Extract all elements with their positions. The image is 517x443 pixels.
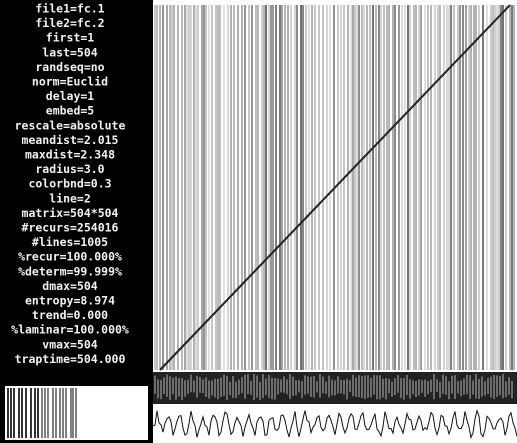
parameter-line: norm=Euclid <box>32 75 108 89</box>
parameter-line: rescale=absolute <box>15 118 126 132</box>
parameter-line: colorbnd=0.3 <box>28 177 111 191</box>
parameter-line: entropy=8.974 <box>25 294 115 308</box>
parameter-line: dmax=504 <box>42 279 97 293</box>
parameter-line: file2=fc.2 <box>35 16 104 30</box>
parameter-line: file1=fc.1 <box>35 2 104 16</box>
parameter-line: first=1 <box>46 31 95 45</box>
rqa-screen: file1=fc.1file2=fc.2first=1last=504rands… <box>0 0 517 443</box>
parameter-line: maxdist=2.348 <box>25 148 115 162</box>
parameter-line: #lines=1005 <box>32 235 108 249</box>
parameter-line: trend=0.000 <box>32 308 108 322</box>
parameter-line: randseq=no <box>35 60 104 74</box>
parameter-line: vmax=504 <box>42 337 97 351</box>
parameter-line: embed=5 <box>46 104 95 118</box>
parameter-line: %determ=99.999% <box>18 264 122 278</box>
parameter-line: radius=3.0 <box>35 162 104 176</box>
parameter-line: line=2 <box>49 191 91 205</box>
parameter-line: %recur=100.000% <box>18 250 122 264</box>
parameter-line: meandist=2.015 <box>22 133 119 147</box>
histogram-lines <box>8 388 76 438</box>
parameter-line: matrix=504*504 <box>22 206 119 220</box>
parameter-line: last=504 <box>42 45 97 59</box>
recurrence-plot <box>155 5 514 370</box>
parameter-line: %laminar=100.000% <box>11 323 129 337</box>
parameter-line: #recurs=254016 <box>22 221 119 235</box>
parameter-line: delay=1 <box>46 89 95 103</box>
parameter-line: traptime=504.000 <box>15 352 126 366</box>
